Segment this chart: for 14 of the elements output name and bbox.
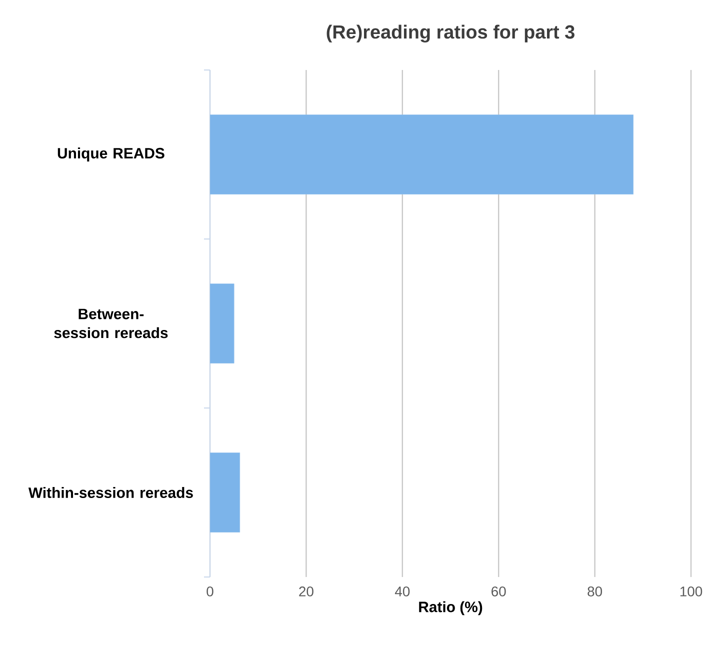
x-tick-label: 0 <box>206 586 214 596</box>
chart-title: (Re)reading ratios for part 3 <box>326 24 574 43</box>
bar <box>210 284 234 364</box>
bar <box>210 114 634 194</box>
x-tick-label: 60 <box>492 586 506 596</box>
x-tick-label: 80 <box>588 586 602 596</box>
x-axis-title: Ratio (%) <box>419 601 482 616</box>
x-tick-label: 100 <box>680 586 702 596</box>
x-tick-label: 20 <box>299 586 314 596</box>
x-tick-label: 40 <box>394 586 410 596</box>
y-tick-label: Unique READS <box>58 148 164 162</box>
bar <box>210 452 240 532</box>
y-tick-label: Between-session rereads <box>54 308 168 338</box>
y-tick-label: Within-session rereads <box>28 487 193 498</box>
